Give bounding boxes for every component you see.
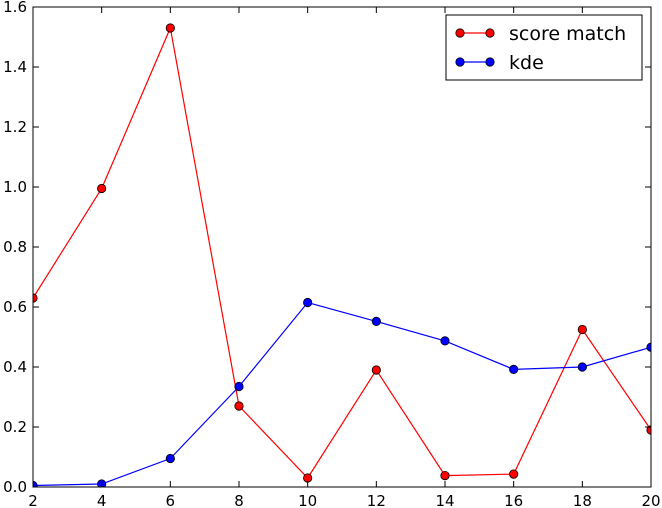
legend-item-1: kde	[455, 52, 544, 74]
x-tick-label: 20	[641, 492, 660, 508]
y-tick-label: 0.6	[3, 298, 27, 316]
series-layer	[33, 23, 651, 487]
legend-label: kde	[509, 52, 544, 74]
x-tick-label: 6	[166, 492, 176, 508]
legend-box	[445, 14, 643, 81]
y-tick-label: 1.2	[3, 118, 27, 136]
data-point	[577, 324, 587, 335]
legend-marker	[485, 57, 495, 67]
data-point	[509, 364, 519, 374]
x-tick-label: 14	[435, 492, 454, 508]
legend-marker	[485, 28, 495, 38]
legend-marker	[455, 57, 465, 67]
data-point	[577, 362, 587, 372]
data-point	[440, 470, 450, 481]
series-1	[33, 297, 651, 487]
y-tick-label: 1.0	[3, 178, 27, 196]
series-0	[33, 23, 651, 483]
data-point	[33, 480, 38, 487]
data-point	[440, 336, 450, 346]
y-tick-label: 0.4	[3, 358, 27, 376]
x-tick-label: 12	[367, 492, 386, 508]
x-tick-label: 16	[504, 492, 523, 508]
x-tick-label: 18	[573, 492, 592, 508]
data-point	[33, 293, 38, 303]
y-tick-label: 0.2	[3, 418, 27, 436]
legend-item-0: score match	[455, 23, 626, 45]
data-point	[234, 401, 244, 411]
legend: score match kde	[445, 14, 643, 81]
x-tick-label: 4	[97, 492, 107, 508]
axis-ticks: 2 4 6 8 10 12 14 16 18 20 0.0 0.2 0.4 0.6 0.8 1.0 1.2 1.4…	[3, 0, 660, 508]
x-tick-label: 2	[28, 492, 38, 508]
y-tick-label: 0.0	[3, 478, 27, 496]
legend-marker	[455, 28, 465, 38]
x-tick-label: 8	[234, 492, 244, 508]
data-point	[165, 453, 175, 464]
y-tick-label: 1.6	[3, 0, 27, 16]
legend-label: score match	[509, 23, 626, 45]
x-tick-label: 10	[298, 492, 317, 508]
data-point	[234, 381, 244, 392]
series-line	[33, 301, 651, 487]
data-point	[371, 365, 381, 375]
series-line	[33, 25, 651, 479]
data-point	[97, 183, 107, 194]
y-tick-label: 0.8	[3, 238, 27, 256]
data-point	[509, 469, 519, 479]
data-point	[165, 23, 175, 33]
data-point	[371, 316, 381, 326]
y-tick-label: 1.4	[3, 58, 27, 76]
data-point	[303, 297, 313, 308]
data-point	[303, 473, 313, 483]
